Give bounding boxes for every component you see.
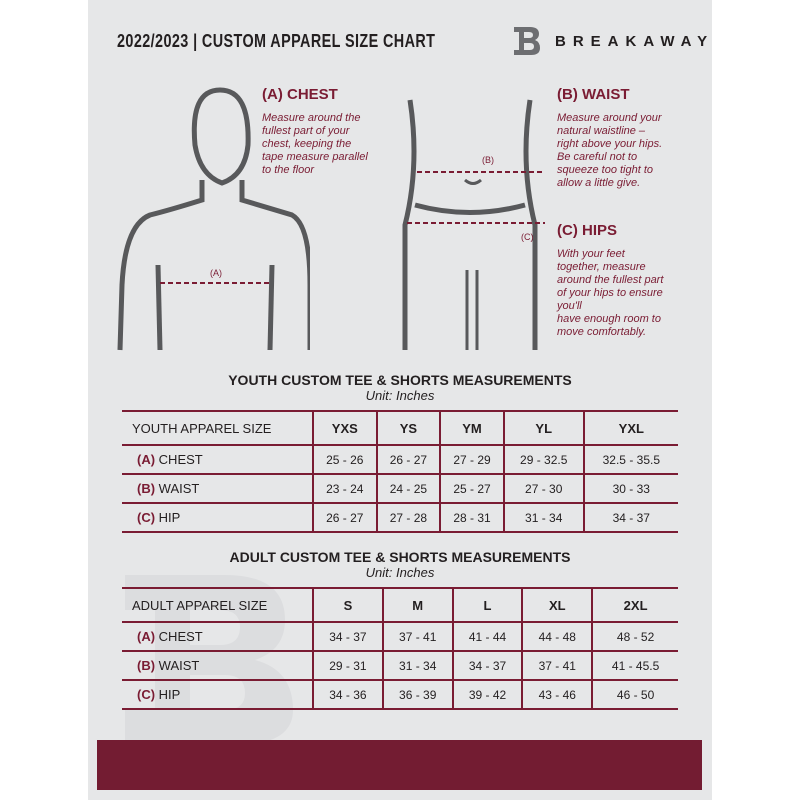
measurement-value: 48 - 52	[591, 622, 678, 652]
waist-instructions: Measure around your natural waistline – …	[557, 112, 663, 189]
measurement-value: 31 - 34	[381, 651, 453, 681]
measurement-label: (B) WAIST	[122, 651, 313, 681]
size-label-header: YOUTH APPAREL SIZE	[122, 411, 313, 446]
size-column-header: YXL	[582, 411, 678, 446]
footer-bar	[97, 740, 702, 790]
measurement-value: 32.5 - 35.5	[582, 445, 678, 475]
measurement-label: (C) HIP	[122, 680, 313, 710]
waist-marker: (B)	[482, 155, 494, 165]
chest-instructions: Measure around the fullest part of your …	[262, 112, 368, 176]
measurement-code: (B)	[137, 658, 156, 673]
table-row: (C) HIP 34 - 36 36 - 39 39 - 42 43 - 46 46 - …	[122, 680, 678, 710]
measurement-value: 41 - 45.5	[591, 651, 678, 681]
measurement-value: 36 - 39	[381, 680, 453, 710]
hips-heading: (C) HIPS	[557, 222, 617, 239]
measurement-label: (A) CHEST	[122, 622, 313, 652]
page-title: 2022/2023 | CUSTOM APPAREL SIZE CHART	[117, 31, 436, 51]
hips-marker: (C)	[521, 232, 534, 242]
measurement-value: 27 - 28	[375, 503, 441, 533]
adult-size-table: ADULT APPAREL SIZE S M L XL 2XL (A) CHEST 34 - …	[122, 587, 678, 710]
table-header-row: ADULT APPAREL SIZE S M L XL 2XL	[122, 588, 678, 623]
youth-title: YOUTH CUSTOM TEE & SHORTS MEASUREMENTS	[228, 372, 572, 388]
waist-heading: (B) WAIST	[557, 86, 630, 103]
size-label-header: ADULT APPAREL SIZE	[122, 588, 313, 623]
measurement-value: 37 - 41	[381, 622, 453, 652]
brand-name: BREAKAWAY	[555, 33, 715, 50]
measurement-value: 30 - 33	[582, 474, 678, 504]
measurement-value: 29 - 31	[312, 651, 383, 681]
table-row: (B) WAIST 29 - 31 31 - 34 34 - 37 37 - 41 41 …	[122, 651, 678, 681]
measurement-name: CHEST	[158, 629, 203, 644]
size-column-header: YS	[375, 411, 441, 446]
measurement-name: HIP	[158, 510, 181, 525]
measurement-label: (C) HIP	[122, 503, 313, 533]
chest-marker: (A)	[210, 268, 222, 278]
adult-unit: Unit: Inches	[365, 565, 435, 580]
size-column-header: XL	[521, 588, 593, 623]
table-row: (A) CHEST 25 - 26 26 - 27 27 - 29 29 - 32.5 3…	[122, 445, 678, 475]
size-column-header: M	[381, 588, 453, 623]
measurement-value: 26 - 27	[312, 503, 377, 533]
measurement-value: 39 - 42	[451, 680, 523, 710]
measurement-value: 25 - 27	[439, 474, 504, 504]
chest-heading: (A) CHEST	[262, 86, 338, 103]
size-column-header: L	[451, 588, 523, 623]
measurement-code: (C)	[137, 687, 156, 702]
size-column-header: YXS	[312, 411, 377, 446]
table-row: (C) HIP 26 - 27 27 - 28 28 - 31 31 - 34 34 - …	[122, 503, 678, 533]
youth-unit: Unit: Inches	[365, 388, 435, 403]
hips-instructions: With your feet together, measure around …	[557, 248, 664, 338]
table-header-row: YOUTH APPAREL SIZE YXS YS YM YL YXL	[122, 411, 678, 446]
youth-size-table: YOUTH APPAREL SIZE YXS YS YM YL YXL (A) CHEST 2…	[122, 410, 678, 533]
table-row: (A) CHEST 34 - 37 37 - 41 41 - 44 44 - 48 48 …	[122, 622, 678, 652]
measurement-name: WAIST	[158, 481, 200, 496]
measurement-value: 27 - 30	[502, 474, 584, 504]
breakaway-logo-icon	[514, 27, 540, 55]
measurement-label: (A) CHEST	[122, 445, 313, 475]
upper-body-figure: (A)	[117, 87, 310, 351]
measurement-value: 41 - 44	[451, 622, 523, 652]
measurement-code: (C)	[137, 510, 156, 525]
measurement-value: 37 - 41	[521, 651, 593, 681]
size-column-header: S	[312, 588, 383, 623]
measurement-value: 29 - 32.5	[502, 445, 584, 475]
measurement-value: 34 - 37	[582, 503, 678, 533]
measurement-value: 28 - 31	[439, 503, 504, 533]
measurement-value: 27 - 29	[439, 445, 504, 475]
measurement-value: 25 - 26	[312, 445, 377, 475]
measurement-value: 26 - 27	[375, 445, 441, 475]
measurement-code: (B)	[137, 481, 156, 496]
measurement-value: 34 - 36	[312, 680, 383, 710]
measurement-name: CHEST	[158, 452, 203, 467]
lower-body-figure: (B) (C)	[402, 99, 545, 350]
measurement-value: 44 - 48	[521, 622, 593, 652]
measurement-value: 34 - 37	[312, 622, 383, 652]
adult-section-heading: ADULT CUSTOM TEE & SHORTS MEASUREMENTS U…	[0, 549, 800, 580]
measurement-name: WAIST	[158, 658, 200, 673]
measurement-value: 46 - 50	[591, 680, 678, 710]
measurement-value: 43 - 46	[521, 680, 593, 710]
measurement-code: (A)	[137, 452, 156, 467]
size-column-header: 2XL	[591, 588, 678, 623]
youth-section-heading: YOUTH CUSTOM TEE & SHORTS MEASUREMENTS U…	[0, 372, 800, 403]
adult-title: ADULT CUSTOM TEE & SHORTS MEASUREMENTS	[229, 549, 571, 565]
measurement-name: HIP	[158, 687, 181, 702]
measurement-value: 24 - 25	[375, 474, 441, 504]
size-column-header: YL	[502, 411, 584, 446]
size-column-header: YM	[439, 411, 504, 446]
measurement-code: (A)	[137, 629, 156, 644]
measurement-value: 34 - 37	[451, 651, 523, 681]
measurement-value: 31 - 34	[502, 503, 584, 533]
table-row: (B) WAIST 23 - 24 24 - 25 25 - 27 27 - 30 30 …	[122, 474, 678, 504]
measurement-value: 23 - 24	[312, 474, 377, 504]
measurement-label: (B) WAIST	[122, 474, 313, 504]
